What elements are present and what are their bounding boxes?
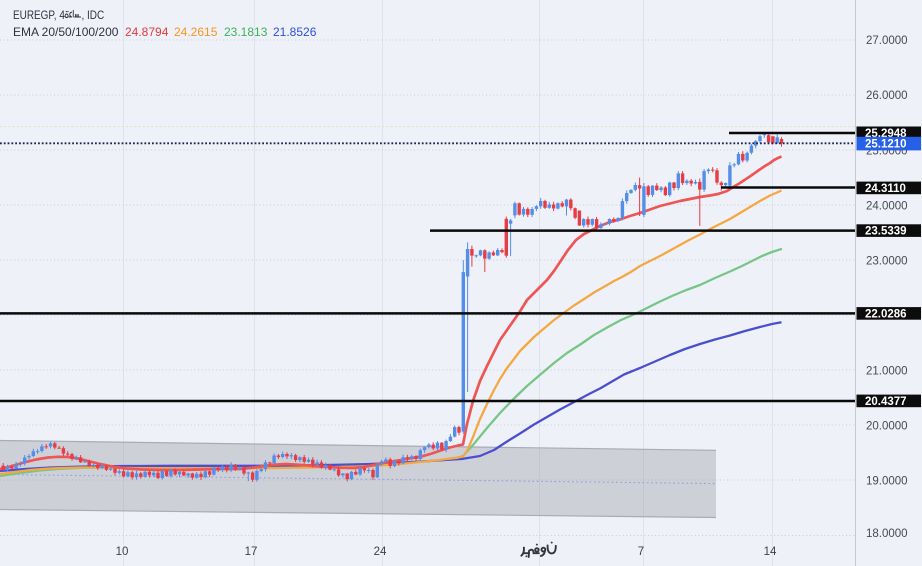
- svg-text:19.0000: 19.0000: [866, 476, 908, 488]
- svg-text:17: 17: [245, 546, 258, 558]
- svg-text:26.0000: 26.0000: [866, 90, 908, 102]
- svg-text:24.3110: 24.3110: [865, 183, 906, 195]
- svg-text:21.0000: 21.0000: [866, 366, 908, 378]
- svg-text:27.0000: 27.0000: [866, 35, 908, 47]
- svg-text:20.4377: 20.4377: [865, 396, 907, 408]
- svg-text:24.0000: 24.0000: [866, 201, 908, 213]
- svg-text:14: 14: [764, 546, 777, 558]
- svg-text:25.1210: 25.1210: [865, 139, 907, 151]
- svg-text:7: 7: [638, 546, 644, 558]
- svg-text:10: 10: [116, 546, 129, 558]
- svg-text:23.0000: 23.0000: [866, 256, 908, 268]
- svg-text:18.0000: 18.0000: [866, 528, 908, 540]
- svg-text:22.0286: 22.0286: [865, 308, 907, 320]
- svg-text:23.5339: 23.5339: [865, 226, 907, 238]
- svg-text:20.0000: 20.0000: [866, 421, 908, 433]
- svg-text:24: 24: [374, 546, 387, 558]
